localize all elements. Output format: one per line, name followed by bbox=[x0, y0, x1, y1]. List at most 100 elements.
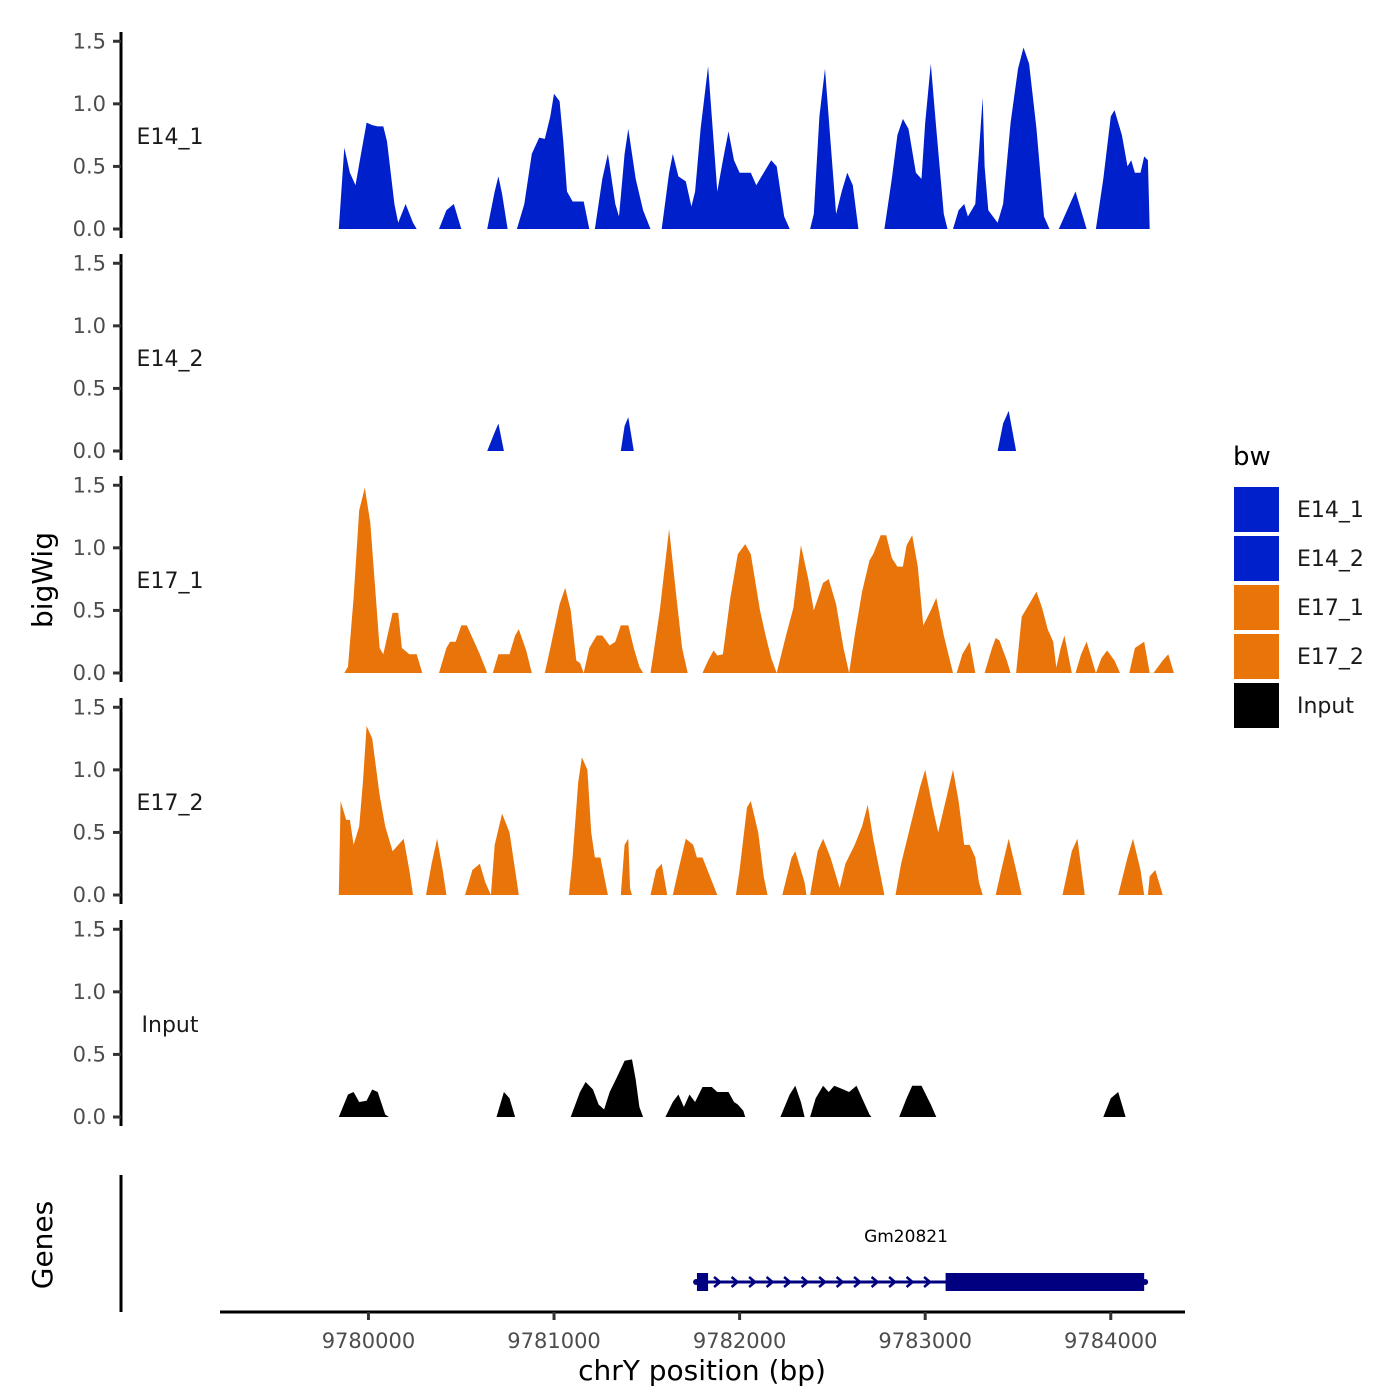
strand-arrow-icon bbox=[888, 1276, 898, 1288]
e17-1-signal-peak bbox=[702, 544, 777, 673]
e17-1-signal-peak bbox=[1075, 641, 1096, 673]
strand-arrow-icon bbox=[818, 1276, 828, 1288]
strand-arrow-icon bbox=[905, 1276, 915, 1288]
track-label-e17-2: E17_2 bbox=[137, 791, 204, 816]
strand-arrow-icon bbox=[748, 1276, 758, 1288]
e17-2-signal-peak bbox=[650, 863, 668, 895]
e14-2-signal-peak bbox=[997, 410, 1017, 451]
input-signal-peak bbox=[496, 1092, 516, 1117]
e17-2-y-tick-label: 1.5 bbox=[73, 695, 106, 719]
e14-1-signal-peak bbox=[594, 128, 651, 229]
strand-arrow-icon bbox=[870, 1276, 880, 1288]
e17-2-signal-peak bbox=[338, 726, 413, 895]
e14-2-y-tick-label: 1.5 bbox=[73, 251, 106, 275]
e14-1-y-tick-label: 1.0 bbox=[73, 92, 106, 116]
e17-2-signal-peak bbox=[568, 757, 608, 895]
e17-2-signal-peak bbox=[810, 838, 842, 895]
e14-1-y-tick-label: 0.0 bbox=[73, 217, 106, 241]
track-e17-1: 0.0 0.5 1.0 1.5 E17_1 bbox=[73, 473, 1174, 685]
e17-2-signal-peak bbox=[995, 838, 1022, 895]
input-y-tick-label: 1.0 bbox=[73, 980, 106, 1004]
strand-arrow-icon bbox=[765, 1276, 775, 1288]
e14-1-signal-peak bbox=[1095, 110, 1150, 229]
x-tick-label: 9782000 bbox=[693, 1329, 787, 1353]
legend-swatch-e17-2 bbox=[1234, 634, 1279, 679]
e17-1-signal-peak bbox=[1095, 650, 1120, 673]
legend-swatch-e17-1 bbox=[1234, 585, 1279, 630]
e17-1-signal-peak bbox=[492, 629, 532, 673]
e14-1-signal-peak bbox=[884, 63, 948, 229]
strand-arrow-icon bbox=[713, 1276, 723, 1288]
legend-label-e14-1: E14_1 bbox=[1297, 498, 1364, 523]
x-axis: 9780000 9781000 9782000 9783000 9784000 bbox=[220, 1310, 1185, 1353]
e17-2-signal-peak bbox=[465, 863, 491, 895]
e17-1-signal-peak bbox=[439, 625, 488, 673]
legend-label-e17-1: E17_1 bbox=[1297, 596, 1364, 621]
e17-1-signal-peak bbox=[956, 641, 976, 673]
e17-1-signal-peak bbox=[583, 625, 644, 673]
input-signal-peak bbox=[665, 1087, 746, 1117]
e14-1-y-tick-label: 0.5 bbox=[73, 154, 106, 178]
legend: bw E14_1 E14_2 E17_1 E17_2 Input bbox=[1233, 442, 1364, 728]
track-input: 0.0 0.5 1.0 1.5 Input bbox=[73, 917, 1126, 1129]
x-axis-title: chrY position (bp) bbox=[578, 1354, 826, 1387]
input-signal-peak bbox=[1103, 1092, 1126, 1117]
input-y-tick-label: 1.5 bbox=[73, 917, 106, 941]
gene-exon bbox=[696, 1273, 709, 1291]
e17-2-y-tick-label: 0.5 bbox=[73, 820, 106, 844]
x-tick-label: 9781000 bbox=[507, 1329, 601, 1353]
input-y-tick-label: 0.5 bbox=[73, 1042, 106, 1066]
input-y-tick-label: 0.0 bbox=[73, 1105, 106, 1129]
e17-2-signal-peak bbox=[490, 813, 519, 895]
e17-1-signal-peak bbox=[1153, 654, 1174, 673]
e17-1-y-tick-label: 1.0 bbox=[73, 536, 106, 560]
e14-2-y-tick-label: 0.0 bbox=[73, 439, 106, 463]
strand-arrow-icon bbox=[835, 1276, 845, 1288]
e17-2-signal-peak bbox=[1062, 838, 1085, 895]
track-e17-2: 0.0 0.5 1.0 1.5 E17_2 bbox=[73, 695, 1163, 907]
legend-label-input: Input bbox=[1297, 694, 1354, 719]
e14-2-signal-peak bbox=[487, 423, 504, 451]
e17-2-signal-peak bbox=[838, 804, 885, 895]
legend-swatch-input bbox=[1234, 683, 1279, 728]
e14-1-signal-peak bbox=[810, 68, 859, 229]
e17-1-signal-peak bbox=[776, 545, 850, 673]
gene-exon bbox=[945, 1273, 1145, 1291]
e14-1-signal-peak bbox=[338, 122, 417, 229]
e14-1-y-tick-label: 1.5 bbox=[73, 29, 106, 53]
e17-1-y-tick-label: 0.5 bbox=[73, 598, 106, 622]
strand-arrow-icon bbox=[783, 1276, 793, 1288]
e14-1-signal-peak bbox=[487, 176, 508, 229]
e17-2-y-tick-label: 1.0 bbox=[73, 758, 106, 782]
e17-1-signal-peak bbox=[1016, 591, 1057, 673]
e14-1-signal-peak bbox=[1058, 191, 1087, 229]
legend-swatch-e14-1 bbox=[1234, 487, 1279, 532]
input-signal-peak bbox=[570, 1059, 644, 1117]
strand-arrow-icon bbox=[730, 1276, 740, 1288]
e17-1-y-tick-label: 0.0 bbox=[73, 661, 106, 685]
e14-2-y-tick-label: 1.0 bbox=[73, 314, 106, 338]
strand-arrow-icon bbox=[800, 1276, 810, 1288]
e17-1-signal-peak bbox=[344, 487, 423, 673]
track-label-e14-2: E14_2 bbox=[137, 347, 204, 372]
legend-label-e17-2: E17_2 bbox=[1297, 645, 1364, 670]
strand-arrow-icon bbox=[923, 1276, 933, 1288]
e17-1-signal-peak bbox=[650, 529, 688, 673]
e14-1-signal-peak bbox=[661, 66, 790, 229]
track-e14-2: 0.0 0.5 1.0 1.5 E14_2 bbox=[73, 251, 1017, 463]
input-signal-peak bbox=[810, 1085, 872, 1117]
e17-1-signal-peak bbox=[544, 587, 584, 673]
gene-name-label: Gm20821 bbox=[864, 1227, 948, 1247]
e17-1-signal-peak bbox=[1055, 635, 1072, 673]
x-tick-label: 9784000 bbox=[1064, 1329, 1158, 1353]
x-tick-label: 9780000 bbox=[322, 1329, 416, 1353]
e17-2-signal-peak bbox=[1147, 870, 1163, 895]
gene-model: Gm20821 bbox=[693, 1227, 1149, 1291]
y-axis-title: bigWig bbox=[26, 532, 59, 628]
track-label-e14-1: E14_1 bbox=[137, 125, 204, 150]
track-label-e17-1: E17_1 bbox=[137, 569, 204, 594]
e17-2-y-tick-label: 0.0 bbox=[73, 883, 106, 907]
legend-swatch-e14-2 bbox=[1234, 536, 1279, 581]
e17-1-signal-peak bbox=[984, 638, 1011, 673]
